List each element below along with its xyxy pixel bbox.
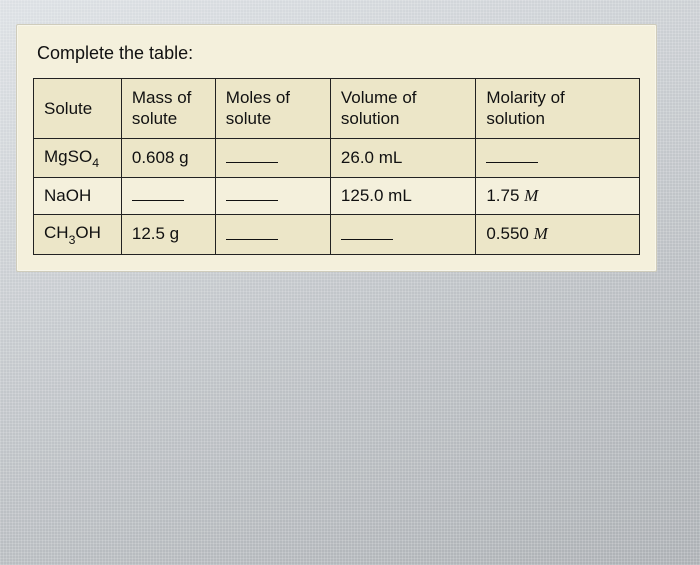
cell-value: 0.608 g [132, 148, 189, 167]
table-header-row: Solute Mass ofsolute Moles ofsolute Volu… [34, 79, 640, 139]
solute-formula: NaOH [44, 186, 91, 205]
cell-value [486, 148, 538, 167]
solute-formula: MgSO4 [44, 147, 99, 166]
cell-value [226, 148, 278, 167]
blank-field[interactable] [486, 148, 538, 163]
cell-molarity: 1.75 M [476, 177, 640, 214]
cell-value [226, 186, 278, 205]
cell-value: 12.5 g [132, 224, 179, 243]
cell-moles[interactable] [215, 177, 330, 214]
table-row: CH3OH 12.5 g 0.550 M [34, 215, 640, 254]
blank-field[interactable] [226, 186, 278, 201]
cell-value [132, 186, 184, 205]
cell-solute: MgSO4 [34, 138, 122, 177]
col-header-molarity: Molarity ofsolution [476, 79, 640, 139]
prompt-text: Complete the table: [37, 43, 640, 64]
blank-field[interactable] [226, 224, 278, 239]
solute-formula: CH3OH [44, 223, 101, 242]
cell-value: 26.0 mL [341, 148, 402, 167]
cell-value [341, 225, 393, 244]
table-row: NaOH 125.0 mL 1.75 M [34, 177, 640, 214]
cell-mass: 12.5 g [121, 215, 215, 254]
cell-moles[interactable] [215, 138, 330, 177]
table-row: MgSO4 0.608 g 26.0 mL [34, 138, 640, 177]
col-header-mass: Mass ofsolute [121, 79, 215, 139]
col-header-volume: Volume ofsolution [330, 79, 475, 139]
blank-field[interactable] [226, 148, 278, 163]
cell-solute: CH3OH [34, 215, 122, 254]
chemistry-table: Solute Mass ofsolute Moles ofsolute Volu… [33, 78, 640, 255]
cell-solute: NaOH [34, 177, 122, 214]
cell-value: 0.550 M [486, 224, 547, 243]
cell-value: 125.0 mL [341, 186, 412, 205]
blank-field[interactable] [341, 224, 393, 239]
cell-mass[interactable] [121, 177, 215, 214]
cell-mass: 0.608 g [121, 138, 215, 177]
cell-volume: 125.0 mL [330, 177, 475, 214]
blank-field[interactable] [132, 186, 184, 201]
cell-volume: 26.0 mL [330, 138, 475, 177]
cell-molarity[interactable] [476, 138, 640, 177]
col-header-solute: Solute [34, 79, 122, 139]
col-header-moles: Moles ofsolute [215, 79, 330, 139]
cell-volume[interactable] [330, 215, 475, 254]
question-panel: Complete the table: Solute Mass ofsolute… [16, 24, 657, 272]
cell-moles[interactable] [215, 215, 330, 254]
cell-value [226, 225, 278, 244]
cell-value: 1.75 M [486, 186, 538, 205]
cell-molarity: 0.550 M [476, 215, 640, 254]
